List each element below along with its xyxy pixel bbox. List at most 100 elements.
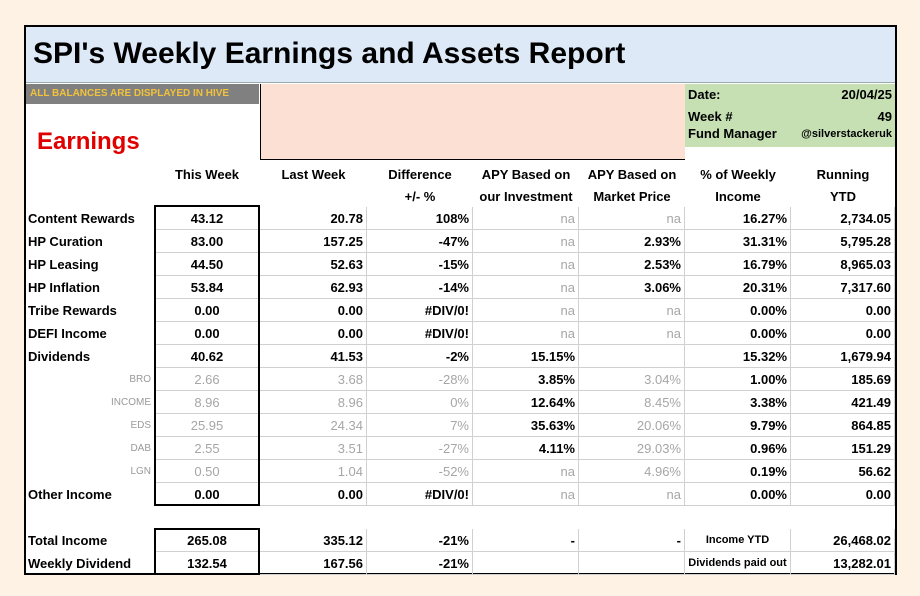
cell-running-ytd: 421.49 bbox=[791, 391, 895, 414]
cell-apy-market: na bbox=[579, 207, 685, 230]
cell-apy-investment: 35.63% bbox=[473, 414, 579, 437]
cell-apy-investment: 4.11% bbox=[473, 437, 579, 460]
cell-pct-weekly-income: 9.79% bbox=[685, 414, 791, 437]
cell-apy-investment: na bbox=[473, 230, 579, 253]
row-label: LGN bbox=[130, 466, 151, 477]
notes-area bbox=[260, 84, 685, 160]
cell-pct-weekly-income: Income YTD bbox=[685, 529, 791, 552]
cell-this-week: 25.95 bbox=[154, 414, 260, 437]
week-label: Week # bbox=[688, 109, 733, 124]
cell-difference: 7% bbox=[367, 414, 473, 437]
cell-last-week: 335.12 bbox=[260, 529, 367, 552]
cell-this-week: 43.12 bbox=[154, 207, 260, 230]
cell-apy-investment: na bbox=[473, 299, 579, 322]
column-header-line2: Market Price bbox=[593, 189, 671, 204]
cell-pct-weekly-income: 20.31% bbox=[685, 276, 791, 299]
date-value: 20/04/25 bbox=[841, 87, 892, 102]
cell-apy-investment: na bbox=[473, 483, 579, 506]
table-row: HP Inflation 53.84 62.93 -14% na 3.06% 20.31% 7… bbox=[26, 276, 895, 299]
row-label: INCOME bbox=[111, 397, 151, 408]
cell-apy-market: 3.04% bbox=[579, 368, 685, 391]
cell-apy-investment: 12.64% bbox=[473, 391, 579, 414]
cell-apy-market: 4.96% bbox=[579, 460, 685, 483]
row-label: HP Leasing bbox=[28, 257, 99, 272]
cell-pct-weekly-income: 15.32% bbox=[685, 345, 791, 368]
cell-last-week: 0.00 bbox=[260, 483, 367, 506]
table-row: Dividends 40.62 41.53 -2% 15.15% 15.32% 1,679.… bbox=[26, 345, 895, 368]
column-header-line1: APY Based on bbox=[481, 167, 571, 182]
cell-difference: #DIV/0! bbox=[367, 299, 473, 322]
balances-banner-text: ALL BALANCES ARE DISPLAYED IN HIVE bbox=[30, 88, 230, 99]
cell-last-week: 0.00 bbox=[260, 299, 367, 322]
cell-pct-weekly-income: 3.38% bbox=[685, 391, 791, 414]
cell-running-ytd: 7,317.60 bbox=[791, 276, 895, 299]
cell-this-week: 132.54 bbox=[154, 552, 260, 575]
cell-running-ytd: 0.00 bbox=[791, 322, 895, 345]
cell-this-week: 0.50 bbox=[154, 460, 260, 483]
cell-apy-market: 2.93% bbox=[579, 230, 685, 253]
cell-last-week: 3.68 bbox=[260, 368, 367, 391]
cell-running-ytd: 5,795.28 bbox=[791, 230, 895, 253]
cell-pct-weekly-income: 31.31% bbox=[685, 230, 791, 253]
row-label: Total Income bbox=[28, 533, 108, 548]
cell-apy-market: na bbox=[579, 322, 685, 345]
cell-pct-weekly-income: 0.00% bbox=[685, 299, 791, 322]
cell-apy-market: na bbox=[579, 299, 685, 322]
cell-difference: 108% bbox=[367, 207, 473, 230]
cell-difference: -28% bbox=[367, 368, 473, 391]
cell-difference: #DIV/0! bbox=[367, 322, 473, 345]
cell-last-week: 62.93 bbox=[260, 276, 367, 299]
cell-difference: -2% bbox=[367, 345, 473, 368]
table-row: HP Curation 83.00 157.25 -47% na 2.93% 31.31% 5… bbox=[26, 230, 895, 253]
row-label: Content Rewards bbox=[28, 211, 135, 226]
cell-pct-weekly-income: 0.19% bbox=[685, 460, 791, 483]
cell-pct-weekly-income: Dividends paid out bbox=[685, 552, 791, 575]
row-label: DEFI Income bbox=[28, 326, 107, 341]
report-title: SPI's Weekly Earnings and Assets Report bbox=[33, 37, 626, 70]
cell-this-week: 53.84 bbox=[154, 276, 260, 299]
cell-this-week: 40.62 bbox=[154, 345, 260, 368]
cell-pct-weekly-income: 0.00% bbox=[685, 483, 791, 506]
row-label: Other Income bbox=[28, 487, 112, 502]
cell-apy-market bbox=[579, 552, 685, 575]
table-row: LGN 0.50 1.04 -52% na 4.96% 0.19% 56.62 bbox=[26, 460, 895, 483]
cell-this-week: 44.50 bbox=[154, 253, 260, 276]
table-row: BRO 2.66 3.68 -28% 3.85% 3.04% 1.00% 185.69 bbox=[26, 368, 895, 391]
row-label: HP Inflation bbox=[28, 280, 100, 295]
column-header-difference: Difference +/- % bbox=[367, 164, 473, 206]
cell-difference: -14% bbox=[367, 276, 473, 299]
cell-difference: -21% bbox=[367, 552, 473, 575]
column-header-line1: This Week bbox=[174, 167, 240, 182]
cell-last-week: 3.51 bbox=[260, 437, 367, 460]
cell-last-week: 8.96 bbox=[260, 391, 367, 414]
cell-apy-investment: 15.15% bbox=[473, 345, 579, 368]
cell-this-week: 0.00 bbox=[154, 322, 260, 345]
table-row: Tribe Rewards 0.00 0.00 #DIV/0! na na 0.00% 0.0… bbox=[26, 299, 895, 322]
cell-running-ytd: 0.00 bbox=[791, 483, 895, 506]
column-header-line1: APY Based on bbox=[587, 167, 677, 182]
cell-running-ytd: 864.85 bbox=[791, 414, 895, 437]
cell-apy-investment: na bbox=[473, 276, 579, 299]
cell-running-ytd: 26,468.02 bbox=[791, 529, 895, 552]
cell-last-week: 20.78 bbox=[260, 207, 367, 230]
cell-apy-investment: na bbox=[473, 322, 579, 345]
cell-apy-market: 20.06% bbox=[579, 414, 685, 437]
column-header-line1: % of Weekly bbox=[700, 167, 776, 182]
row-label: Weekly Dividend bbox=[28, 556, 132, 571]
cell-apy-market: 8.45% bbox=[579, 391, 685, 414]
column-header-this-week: This Week bbox=[154, 164, 260, 206]
cell-pct-weekly-income: 16.27% bbox=[685, 207, 791, 230]
column-header-line1: Difference bbox=[388, 167, 452, 182]
cell-this-week: 0.00 bbox=[154, 483, 260, 506]
column-header-line2: Income bbox=[715, 189, 761, 204]
cell-running-ytd: 56.62 bbox=[791, 460, 895, 483]
cell-pct-weekly-income: 0.00% bbox=[685, 322, 791, 345]
earnings-heading: Earnings bbox=[37, 128, 140, 155]
manager-value: @silverstackeruk bbox=[801, 128, 892, 140]
cell-running-ytd: 151.29 bbox=[791, 437, 895, 460]
cell-last-week: 52.63 bbox=[260, 253, 367, 276]
cell-pct-weekly-income: 1.00% bbox=[685, 368, 791, 391]
cell-last-week: 1.04 bbox=[260, 460, 367, 483]
row-label: Dividends bbox=[28, 349, 91, 364]
row-label: HP Curation bbox=[28, 234, 103, 249]
